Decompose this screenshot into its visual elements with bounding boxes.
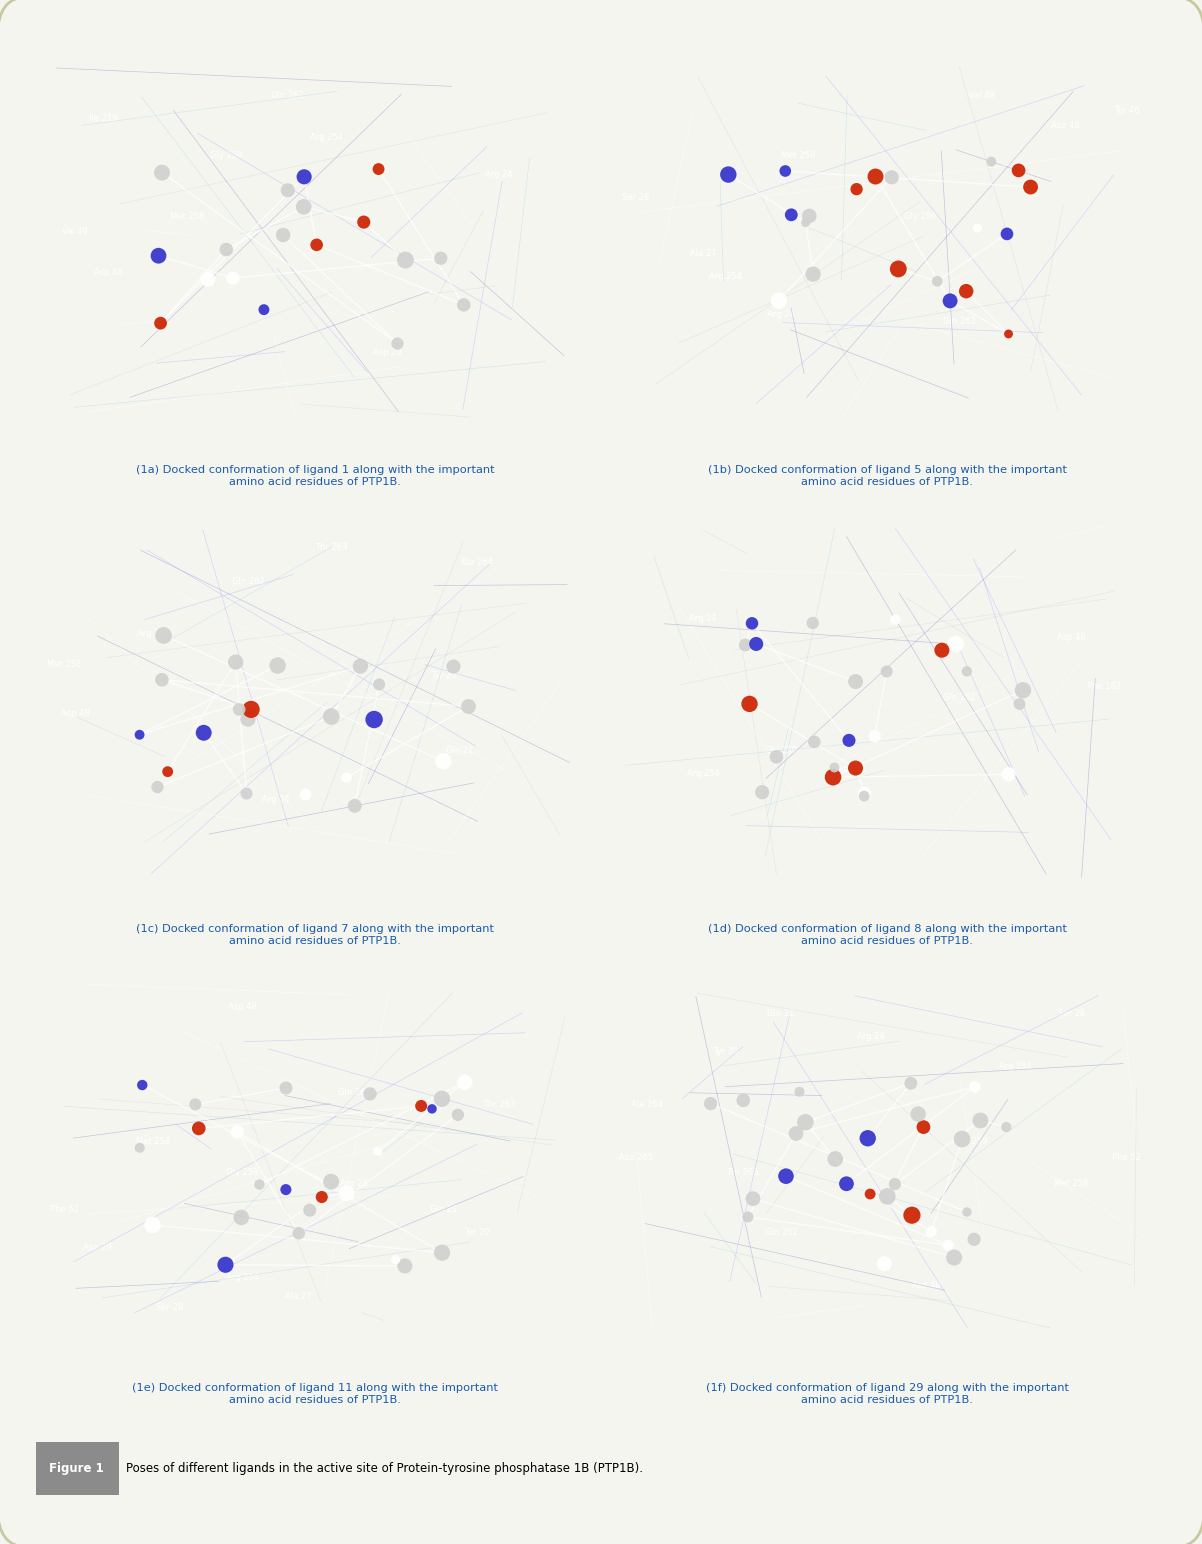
Point xyxy=(149,244,168,269)
Point xyxy=(224,266,243,290)
Point xyxy=(386,1248,405,1272)
Point xyxy=(996,1115,1016,1139)
Point xyxy=(847,178,867,202)
Point xyxy=(434,749,453,774)
Point xyxy=(1010,692,1029,716)
Text: Gln 262: Gln 262 xyxy=(338,1089,370,1098)
Point xyxy=(388,332,407,357)
Point xyxy=(875,1251,894,1275)
Text: (1f) Docked conformation of ligand 29 along with the important
amino acid residu: (1f) Docked conformation of ligand 29 al… xyxy=(706,1383,1069,1405)
Text: Val 49: Val 49 xyxy=(63,227,88,236)
Text: Gln 262: Gln 262 xyxy=(944,693,976,703)
Text: Arg 254: Arg 254 xyxy=(999,1062,1031,1072)
Point xyxy=(1020,174,1040,199)
Point xyxy=(743,1186,762,1210)
Text: Ala 27: Ala 27 xyxy=(285,1292,311,1302)
Text: (1e) Docked conformation of ligand 11 along with the important
amino acid residu: (1e) Docked conformation of ligand 11 al… xyxy=(132,1383,498,1405)
Text: Arg 254: Arg 254 xyxy=(310,133,343,142)
Point xyxy=(945,1244,964,1269)
Text: Tyr-20: Tyr-20 xyxy=(430,670,456,679)
Text: Figure 1: Figure 1 xyxy=(49,1462,105,1475)
Point xyxy=(237,781,256,806)
Point xyxy=(232,1206,251,1231)
Point xyxy=(999,321,1018,346)
Text: Met 258: Met 258 xyxy=(136,1138,171,1147)
Point xyxy=(971,1109,990,1133)
FancyBboxPatch shape xyxy=(36,1442,119,1495)
Point xyxy=(855,781,874,806)
Text: Arg 24: Arg 24 xyxy=(340,1180,368,1187)
Point xyxy=(448,1102,468,1127)
Text: Tyr 46: Tyr 46 xyxy=(1114,107,1139,116)
Point xyxy=(216,238,236,262)
Point xyxy=(255,298,274,323)
Text: Gly 259: Gly 259 xyxy=(764,746,797,755)
Point xyxy=(321,1169,340,1194)
Text: Arg 24: Arg 24 xyxy=(262,795,290,804)
Point xyxy=(143,1212,162,1237)
Point xyxy=(999,763,1018,787)
Text: Met 258: Met 258 xyxy=(831,766,865,774)
Point xyxy=(395,1254,415,1278)
Point xyxy=(250,1172,269,1197)
Text: Gly 259: Gly 259 xyxy=(954,1138,987,1147)
Text: Tyr 20: Tyr 20 xyxy=(713,1047,738,1056)
Text: Met 258: Met 258 xyxy=(169,212,204,221)
Point xyxy=(351,653,370,678)
Point xyxy=(151,310,171,335)
Point xyxy=(965,1075,984,1099)
Point xyxy=(189,1116,208,1141)
Point xyxy=(238,707,257,732)
Text: Phe 182: Phe 182 xyxy=(1088,682,1121,692)
Text: Arg 24: Arg 24 xyxy=(857,1031,885,1041)
Text: Ser 28: Ser 28 xyxy=(1058,1010,1084,1017)
Point xyxy=(433,1087,452,1112)
Point xyxy=(276,1177,296,1201)
Point xyxy=(411,1093,430,1118)
Point xyxy=(294,195,314,219)
Point xyxy=(776,1164,796,1189)
Point xyxy=(296,783,315,808)
Text: Ala 264: Ala 264 xyxy=(460,557,493,567)
Point xyxy=(886,1172,905,1197)
Point xyxy=(395,247,415,272)
Point xyxy=(733,1089,752,1113)
Point xyxy=(865,724,885,749)
Point xyxy=(322,704,341,729)
Point xyxy=(914,1115,933,1139)
Point xyxy=(964,1227,983,1252)
Point xyxy=(278,178,297,202)
Text: Thr 263: Thr 263 xyxy=(315,542,347,551)
Point xyxy=(276,1076,296,1101)
Point xyxy=(226,650,245,675)
Point xyxy=(185,1092,204,1116)
Point xyxy=(767,744,786,769)
Point xyxy=(355,210,374,235)
Point xyxy=(228,1119,248,1144)
Point xyxy=(957,279,976,304)
Point xyxy=(946,631,965,656)
Point xyxy=(454,292,474,317)
Point xyxy=(902,1072,921,1096)
Point xyxy=(369,672,388,696)
Text: Asp 48: Asp 48 xyxy=(228,1002,257,1011)
Text: Asp 48: Asp 48 xyxy=(94,269,123,278)
Text: (1b) Docked conformation of ligand 5 along with the important
amino acid residue: (1b) Docked conformation of ligand 5 alo… xyxy=(708,465,1066,486)
Point xyxy=(153,161,172,185)
Point xyxy=(148,775,167,800)
Point xyxy=(804,729,823,753)
Point xyxy=(933,638,952,662)
Point xyxy=(796,1110,815,1135)
Text: Arg 24: Arg 24 xyxy=(689,615,716,624)
Point xyxy=(803,262,822,287)
Point xyxy=(432,245,451,270)
Point xyxy=(130,723,149,747)
Text: Gln 262: Gln 262 xyxy=(764,1227,797,1237)
Text: Arg 254: Arg 254 xyxy=(686,769,720,778)
Point xyxy=(790,1079,809,1104)
Point xyxy=(274,222,293,247)
Point xyxy=(781,202,801,227)
Text: Ile 219: Ile 219 xyxy=(89,114,118,122)
Text: Ser 28: Ser 28 xyxy=(623,193,650,202)
